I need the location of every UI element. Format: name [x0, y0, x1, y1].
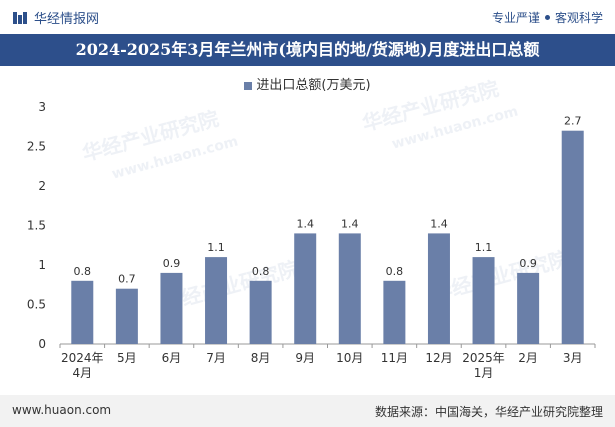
y-tick-label: 1	[38, 258, 46, 272]
data-label: 0.9	[163, 257, 181, 270]
footer-source: 数据来源：中国海关，华经产业研究院整理	[374, 405, 603, 419]
bar	[115, 288, 138, 344]
x-tick-label: 12月	[425, 351, 452, 365]
x-tick-label: 11月	[381, 351, 408, 365]
y-tick-label: 1.5	[27, 219, 46, 233]
data-label: 0.9	[519, 257, 537, 270]
footer-website-link[interactable]: www.huaon.com	[12, 403, 112, 417]
x-tick-label: 10月	[336, 351, 363, 365]
brand-logo[interactable]: 华经情报网	[12, 8, 99, 27]
x-tick-label: 3月	[563, 351, 583, 365]
bar-chart: 0 0.5 1 1.5 2 2.5 3 0.8 2024年 4月 0.7 5月 0.9 6月 1.1 7月 0.…	[27, 100, 596, 380]
data-label: 1.4	[430, 217, 448, 230]
y-tick-label: 2	[38, 179, 46, 193]
bar	[160, 272, 183, 344]
bar	[383, 280, 406, 344]
top-bar: 华经情报网 专业严谨 客观科学	[0, 0, 615, 34]
brand-name: 华经情报网	[34, 12, 100, 27]
data-label: 0.8	[74, 265, 92, 278]
data-label: 1.1	[207, 241, 225, 254]
bar	[561, 130, 584, 344]
bar	[427, 233, 450, 344]
legend-swatch-icon	[244, 81, 253, 90]
tagline-left: 专业严谨	[491, 11, 540, 25]
bar	[205, 257, 228, 344]
data-label: 2.7	[564, 115, 582, 128]
title-bar: 2024-2025年3月年兰州市(境内目的地/货源地)月度进出口总额	[0, 34, 615, 66]
legend-label: 进出口总额(万美元)	[256, 78, 371, 93]
separator-dot-icon	[544, 15, 550, 20]
tagline: 专业严谨 客观科学	[492, 9, 603, 26]
data-label: 0.7	[118, 273, 136, 286]
chart-title: 2024-2025年3月年兰州市(境内目的地/货源地)月度进出口总额	[75, 40, 540, 59]
bar	[338, 233, 361, 344]
x-tick-label: 9月	[295, 351, 315, 365]
x-tick-label: 2月	[518, 351, 538, 365]
bar	[294, 233, 317, 344]
bar	[249, 280, 272, 344]
footer: www.huaon.com 数据来源：中国海关，华经产业研究院整理	[0, 395, 615, 427]
x-tick-label: 2025年 1月	[462, 351, 505, 380]
bar	[517, 272, 540, 344]
data-label: 1.4	[296, 217, 314, 230]
y-tick-label: 0.5	[27, 298, 46, 312]
y-tick-label: 2.5	[27, 140, 46, 154]
x-tick-label: 5月	[117, 351, 137, 365]
x-tick-label: 2024年 4月	[61, 351, 104, 380]
bar	[71, 280, 94, 344]
chart-legend: 进出口总额(万美元)	[0, 74, 615, 93]
data-label: 1.4	[341, 217, 359, 230]
y-tick-label: 3	[38, 100, 46, 114]
x-tick-label: 8月	[251, 351, 271, 365]
bar	[472, 257, 495, 344]
data-label: 0.8	[386, 265, 404, 278]
tagline-right: 客观科学	[554, 11, 603, 25]
x-tick-label: 7月	[206, 351, 226, 365]
brand-mark-icon	[13, 11, 27, 24]
x-tick-label: 6月	[162, 351, 182, 365]
data-label: 0.8	[252, 265, 270, 278]
y-tick-label: 0	[38, 337, 46, 351]
data-label: 1.1	[475, 241, 493, 254]
